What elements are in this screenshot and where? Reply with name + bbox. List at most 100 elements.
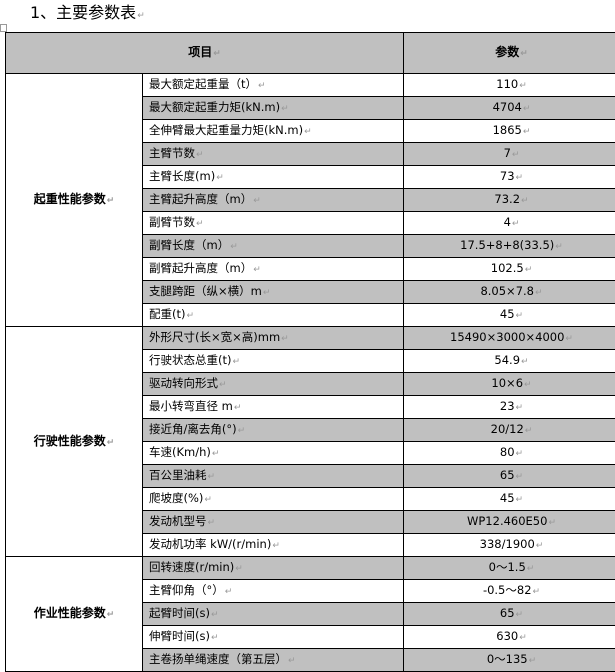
value-label: 630 — [496, 629, 527, 643]
value-cell: 20/12 — [404, 419, 615, 442]
item-label: 百公里油耗 — [149, 468, 215, 482]
value-label: 0～1.5 — [489, 560, 535, 574]
value-cell: 8.05×7.8 — [404, 281, 615, 304]
item-label: 支腿跨距（纵×横）m — [149, 284, 270, 298]
value-cell: 54.9 — [404, 350, 615, 373]
item-label: 发动机功率 kW/(r/min) — [149, 537, 280, 551]
header-value: 参数 — [404, 33, 615, 74]
item-cell: 最小转弯直径 m — [143, 396, 404, 419]
item-cell: 配重(t) — [143, 304, 404, 327]
item-cell: 全伸臂最大起重量力矩(kN.m) — [143, 120, 404, 143]
item-cell: 爬坡度(%) — [143, 488, 404, 511]
value-cell: 110 — [404, 74, 615, 97]
value-cell: 73 — [404, 166, 615, 189]
item-label: 驱动转向形式 — [149, 376, 227, 390]
item-cell: 车速(Km/h) — [143, 442, 404, 465]
value-label: 102.5 — [491, 261, 532, 275]
value-cell: 4 — [404, 212, 615, 235]
value-cell: 80 — [404, 442, 615, 465]
value-cell: 17.5+8+8(33.5) — [404, 235, 615, 258]
item-label: 起臂时间(s) — [149, 606, 219, 620]
item-cell: 发动机功率 kW/(r/min) — [143, 534, 404, 557]
item-cell: 回转速度(r/min) — [143, 557, 404, 580]
value-label: 45 — [500, 491, 523, 505]
value-cell: 0～135 — [404, 649, 615, 672]
item-label: 行驶状态总重(t) — [149, 353, 240, 367]
item-cell: 外形尺寸(长×宽×高)mm — [143, 327, 404, 350]
section-title: 1、主要参数表 — [30, 2, 145, 27]
value-label: 1865 — [493, 123, 531, 137]
item-label: 伸臂时间(s) — [149, 629, 219, 643]
value-label: -0.5～82 — [483, 583, 540, 597]
value-label: 80 — [500, 445, 523, 459]
header-item-label: 项目 — [188, 45, 221, 59]
value-label: 65 — [500, 606, 523, 620]
value-cell: 15490×3000×4000 — [404, 327, 615, 350]
value-label: 15490×3000×4000 — [450, 330, 573, 344]
value-cell: 73.2 — [404, 189, 615, 212]
item-cell: 最大额定起重力矩(kN.m) — [143, 97, 404, 120]
item-label: 车速(Km/h) — [149, 445, 219, 459]
value-cell: 102.5 — [404, 258, 615, 281]
item-label: 最大额定起重力矩(kN.m) — [149, 100, 289, 114]
value-cell: 0～1.5 — [404, 557, 615, 580]
value-label: WP12.460E50 — [467, 514, 556, 528]
item-cell: 副臂长度（m） — [143, 235, 404, 258]
group-label-cell: 起重性能参数 — [6, 74, 143, 327]
item-cell: 主臂仰角（°） — [143, 580, 404, 603]
group-label: 作业性能参数 — [34, 606, 115, 620]
header-value-label: 参数 — [495, 45, 528, 59]
value-label: 65 — [500, 468, 523, 482]
item-cell: 发动机型号 — [143, 511, 404, 534]
value-cell: 630 — [404, 626, 615, 649]
value-cell: WP12.460E50 — [404, 511, 615, 534]
value-label: 45 — [500, 307, 523, 321]
value-cell: 10×6 — [404, 373, 615, 396]
value-label: 0～135 — [487, 652, 536, 666]
value-cell: 65 — [404, 603, 615, 626]
value-label: 7 — [504, 146, 520, 160]
value-label: 20/12 — [491, 422, 533, 436]
value-cell: 45 — [404, 304, 615, 327]
value-label: 17.5+8+8(33.5) — [460, 238, 563, 252]
item-label: 最小转弯直径 m — [149, 399, 241, 413]
value-label: 54.9 — [494, 353, 528, 367]
item-cell: 主卷扬单绳速度（第五层） — [143, 649, 404, 672]
item-cell: 行驶状态总重(t) — [143, 350, 404, 373]
item-cell: 主臂长度(m) — [143, 166, 404, 189]
table-row: 起重性能参数最大额定起重量（t）110 — [6, 74, 615, 97]
value-cell: 23 — [404, 396, 615, 419]
item-label: 发动机型号 — [149, 514, 215, 528]
table-row: 作业性能参数回转速度(r/min)0～1.5 — [6, 557, 615, 580]
group-label-cell: 行驶性能参数 — [6, 327, 143, 557]
value-label: 338/1900 — [480, 537, 544, 551]
item-cell: 百公里油耗 — [143, 465, 404, 488]
item-label: 爬坡度(%) — [149, 491, 212, 505]
value-cell: 65 — [404, 465, 615, 488]
parameter-table: 项目 参数 起重性能参数 最大额定起重量（t） 110 最大额定起重力矩(kN.m) 4… — [5, 32, 615, 672]
item-label: 副臂节数 — [149, 215, 204, 229]
value-cell: 1865 — [404, 120, 615, 143]
item-label: 外形尺寸(长×宽×高)mm — [149, 330, 289, 344]
value-label: 110 — [496, 77, 527, 91]
item-label: 主臂长度(m) — [149, 169, 224, 183]
table-row: 行驶性能参数外形尺寸(长×宽×高)mm15490×3000×4000 — [6, 327, 615, 350]
group-label: 起重性能参数 — [34, 192, 115, 206]
item-label: 最大额定起重量（t） — [149, 77, 266, 91]
value-label: 4704 — [493, 100, 531, 114]
item-label: 主臂起升高度（m） — [149, 192, 261, 206]
item-label: 主臂节数 — [149, 146, 204, 160]
item-label: 回转速度(r/min) — [149, 560, 243, 574]
value-label: 73 — [500, 169, 523, 183]
item-label: 配重(t) — [149, 307, 194, 321]
item-label: 接近角/离去角(°) — [149, 422, 245, 436]
item-cell: 伸臂时间(s) — [143, 626, 404, 649]
item-cell: 起臂时间(s) — [143, 603, 404, 626]
value-label: 8.05×7.8 — [480, 284, 542, 298]
value-label: 23 — [500, 399, 523, 413]
value-cell: 45 — [404, 488, 615, 511]
value-label: 10×6 — [491, 376, 531, 390]
item-cell: 主臂节数 — [143, 143, 404, 166]
value-cell: 338/1900 — [404, 534, 615, 557]
table-move-handle[interactable] — [0, 24, 7, 32]
